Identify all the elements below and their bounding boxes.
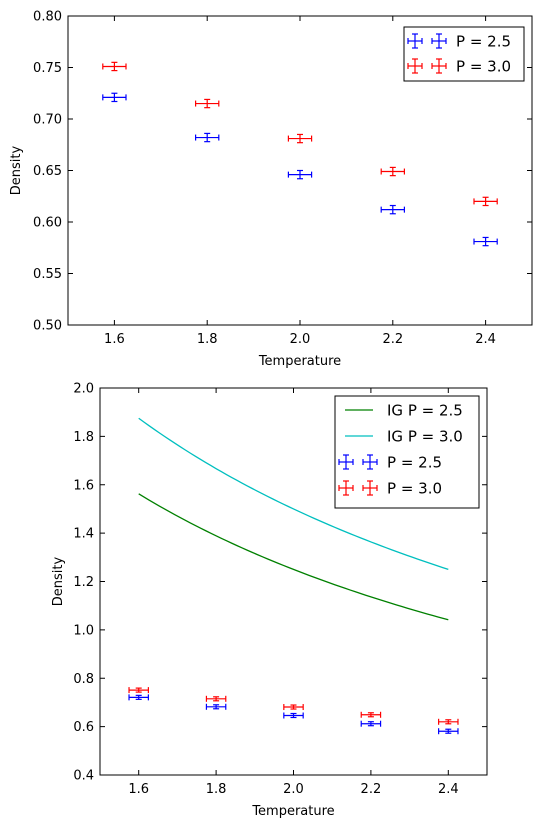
chart1-ytick-label: 0.75 xyxy=(33,61,62,76)
chart1: 1.6 1.8 2.0 2.2 2.4 0.50 0.55 0.60 0.65 0.70 0.75 0… xyxy=(9,10,533,369)
chart2-series-p-3-0 xyxy=(128,687,459,725)
chart1-legend-p-3-0-label: P = 3.0 xyxy=(456,58,511,76)
chart2-x-axis-label: Temperature xyxy=(251,804,334,819)
chart1-series-p-2-5 xyxy=(102,92,498,247)
chart1-xtick-label: 2.0 xyxy=(290,332,311,347)
chart2-legend-box xyxy=(334,395,480,509)
chart2-xtick-label: 2.4 xyxy=(438,782,459,797)
chart1-x-axis-label: Temperature xyxy=(258,354,341,369)
chart1-y-axis-label: Density xyxy=(9,145,24,195)
chart2-ig-p-2-5-line xyxy=(138,493,449,621)
chart2-series-p-2-5 xyxy=(128,694,459,735)
chart2-legend-p-2-5-label: P = 2.5 xyxy=(387,454,442,472)
chart2-ytick-label: 1.6 xyxy=(73,478,94,493)
chart2-legend: IG P = 2.5 IG P = 3.0 P = 2.5 P = 3.0 xyxy=(334,395,480,509)
chart1-ytick-label: 0.50 xyxy=(33,319,62,334)
chart2-ytick-label: 1.2 xyxy=(73,575,94,590)
chart2-xtick-label: 1.8 xyxy=(206,782,227,797)
chart1-xtick-label: 1.8 xyxy=(197,332,218,347)
chart1-ytick-label: 0.70 xyxy=(33,113,62,128)
chart2-series-ig-p-3-0 xyxy=(138,417,449,571)
chart1-ytick-label: 0.60 xyxy=(33,216,62,231)
chart1-legend-p-2-5-label: P = 2.5 xyxy=(456,33,511,51)
chart2-ig-p-3-0-line xyxy=(138,417,449,571)
chart1-xtick-label: 2.4 xyxy=(475,332,496,347)
chart2-series-ig-p-2-5 xyxy=(138,493,449,621)
chart1-legend-box xyxy=(403,26,525,82)
chart2-ytick-label: 1.8 xyxy=(73,430,94,445)
chart2-ytick-label: 0.4 xyxy=(73,769,94,784)
chart1-legend: P = 2.5 P = 3.0 xyxy=(403,26,525,82)
chart2: 1.6 1.8 2.0 2.2 2.4 0.4 0.6 0.8 1.0 1.2 1.4 1.6 1.8 2… xyxy=(51,382,488,819)
chart1-ytick-label: 0.65 xyxy=(33,164,62,179)
chart2-ytick-label: 2.0 xyxy=(73,382,94,397)
chart2-xtick-label: 2.0 xyxy=(283,782,304,797)
chart2-xtick-label: 1.6 xyxy=(128,782,149,797)
chart2-y-axis-label: Density xyxy=(51,556,66,606)
chart2-ytick-label: 1.0 xyxy=(73,623,94,638)
chart2-legend-ig-p-3-0-label: IG P = 3.0 xyxy=(387,428,463,446)
chart2-xtick-label: 2.2 xyxy=(361,782,382,797)
chart1-ytick-label: 0.80 xyxy=(33,10,62,25)
chart1-xtick-label: 2.2 xyxy=(382,332,403,347)
chart2-legend-ig-p-2-5-label: IG P = 2.5 xyxy=(387,402,463,420)
chart2-ytick-label: 0.6 xyxy=(73,720,94,735)
chart2-ytick-label: 0.8 xyxy=(73,672,94,687)
chart1-xtick-label: 1.6 xyxy=(104,332,125,347)
chart1-series-p-3-0 xyxy=(102,61,498,207)
chart2-legend-p-3-0-label: P = 3.0 xyxy=(387,480,442,498)
chart1-ytick-label: 0.55 xyxy=(33,267,62,282)
chart2-ytick-label: 1.4 xyxy=(73,527,94,542)
